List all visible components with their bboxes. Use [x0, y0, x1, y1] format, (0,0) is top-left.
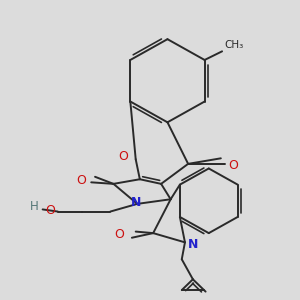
Text: CH₃: CH₃ [225, 40, 244, 50]
Text: N: N [130, 196, 141, 209]
Text: N: N [188, 238, 198, 251]
Text: O: O [118, 150, 128, 163]
Text: O: O [76, 174, 86, 187]
Text: O: O [229, 159, 238, 172]
Text: O: O [115, 228, 124, 241]
Text: H: H [30, 200, 38, 214]
Text: O: O [45, 203, 55, 217]
